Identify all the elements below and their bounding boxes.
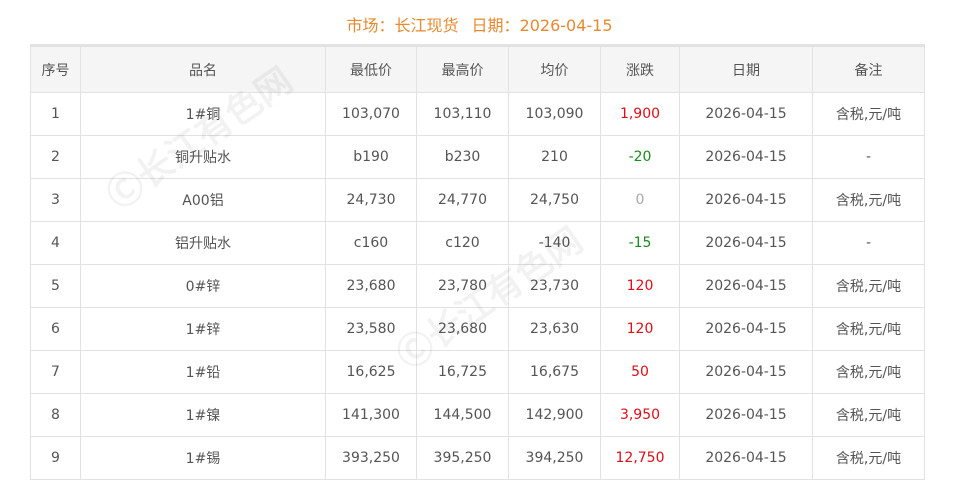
note-cell: 含税,元/吨: [812, 350, 925, 394]
note-cell: 含税,元/吨: [812, 264, 925, 308]
row-index-cell: 1: [30, 92, 81, 136]
note-cell: 含税,元/吨: [812, 393, 925, 437]
avg-price-cell: 23,630: [508, 307, 601, 351]
row-index-cell: 9: [30, 436, 81, 480]
market-label: 市场：长江现货: [346, 16, 459, 35]
table-row: 6 1#锌 23,580 23,680 23,630 120 2026-04-15 含税,元/…: [30, 307, 925, 351]
product-name-cell: 铜升贴水: [80, 135, 326, 179]
row-index-cell: 7: [30, 350, 81, 394]
low-price-cell: c160: [325, 221, 417, 265]
high-price-cell: 144,500: [416, 393, 509, 437]
product-name-cell: 1#铜: [80, 92, 326, 136]
page-title: 市场：长江现货 日期：2026-04-15: [0, 12, 959, 36]
change-cell: 120: [600, 264, 680, 308]
date-cell: 2026-04-15: [679, 92, 813, 136]
column-header: 日期: [679, 45, 813, 93]
note-cell: 含税,元/吨: [812, 178, 925, 222]
change-cell: 120: [600, 307, 680, 351]
table-row: 3 A00铝 24,730 24,770 24,750 0 2026-04-15 含税,元/吨: [30, 178, 925, 222]
low-price-cell: 16,625: [325, 350, 417, 394]
high-price-cell: 23,780: [416, 264, 509, 308]
table-row: 5 0#锌 23,680 23,780 23,730 120 2026-04-15 含税,元/…: [30, 264, 925, 308]
low-price-cell: b190: [325, 135, 417, 179]
product-name-cell: 1#镍: [80, 393, 326, 437]
avg-price-cell: 142,900: [508, 393, 601, 437]
column-header: 涨跌: [600, 45, 680, 93]
date-cell: 2026-04-15: [679, 393, 813, 437]
note-cell: 含税,元/吨: [812, 307, 925, 351]
date-label: 日期：2026-04-15: [471, 16, 613, 35]
note-cell: 含税,元/吨: [812, 436, 925, 480]
high-price-cell: 23,680: [416, 307, 509, 351]
note-cell: 含税,元/吨: [812, 92, 925, 136]
note-cell: -: [812, 221, 925, 265]
column-header: 序号: [30, 45, 81, 93]
avg-price-cell: 394,250: [508, 436, 601, 480]
change-cell: 0: [600, 178, 680, 222]
high-price-cell: b230: [416, 135, 509, 179]
table-row: 7 1#铅 16,625 16,725 16,675 50 2026-04-15 含税,元/吨: [30, 350, 925, 394]
high-price-cell: 24,770: [416, 178, 509, 222]
change-cell: 12,750: [600, 436, 680, 480]
column-header: 最高价: [416, 45, 509, 93]
row-index-cell: 6: [30, 307, 81, 351]
date-cell: 2026-04-15: [679, 264, 813, 308]
high-price-cell: 103,110: [416, 92, 509, 136]
date-cell: 2026-04-15: [679, 135, 813, 179]
product-name-cell: 铝升贴水: [80, 221, 326, 265]
table-row: 1 1#铜 103,070 103,110 103,090 1,900 2026-04-15…: [30, 92, 925, 136]
avg-price-cell: 23,730: [508, 264, 601, 308]
low-price-cell: 393,250: [325, 436, 417, 480]
change-cell: 3,950: [600, 393, 680, 437]
high-price-cell: c120: [416, 221, 509, 265]
table-row: 8 1#镍 141,300 144,500 142,900 3,950 2026-04-15…: [30, 393, 925, 437]
column-header: 最低价: [325, 45, 417, 93]
date-cell: 2026-04-15: [679, 307, 813, 351]
low-price-cell: 24,730: [325, 178, 417, 222]
avg-price-cell: -140: [508, 221, 601, 265]
column-header: 备注: [812, 45, 925, 93]
change-cell: -20: [600, 135, 680, 179]
change-cell: 50: [600, 350, 680, 394]
price-table: 序号 品名 最低价 最高价 均价 涨跌 日期 备注 1 1#铜 103,070 103,110 103…: [30, 44, 925, 480]
change-cell: 1,900: [600, 92, 680, 136]
product-name-cell: 1#锌: [80, 307, 326, 351]
avg-price-cell: 210: [508, 135, 601, 179]
change-cell: -15: [600, 221, 680, 265]
product-name-cell: 1#锡: [80, 436, 326, 480]
product-name-cell: 1#铅: [80, 350, 326, 394]
avg-price-cell: 103,090: [508, 92, 601, 136]
date-cell: 2026-04-15: [679, 350, 813, 394]
high-price-cell: 16,725: [416, 350, 509, 394]
low-price-cell: 23,680: [325, 264, 417, 308]
low-price-cell: 141,300: [325, 393, 417, 437]
note-cell: -: [812, 135, 925, 179]
column-header: 均价: [508, 45, 601, 93]
high-price-cell: 395,250: [416, 436, 509, 480]
table-row: 2 铜升贴水 b190 b230 210 -20 2026-04-15-: [30, 135, 925, 179]
avg-price-cell: 16,675: [508, 350, 601, 394]
table-row: 4 铝升贴水 c160 c120 -140 -15 2026-04-15-: [30, 221, 925, 265]
product-name-cell: 0#锌: [80, 264, 326, 308]
date-cell: 2026-04-15: [679, 221, 813, 265]
column-header: 品名: [80, 45, 326, 93]
row-index-cell: 2: [30, 135, 81, 179]
table-row: 9 1#锡 393,250 395,250 394,250 12,750 2026-04-1…: [30, 436, 925, 480]
low-price-cell: 103,070: [325, 92, 417, 136]
row-index-cell: 3: [30, 178, 81, 222]
product-name-cell: A00铝: [80, 178, 326, 222]
table-header: 序号 品名 最低价 最高价 均价 涨跌 日期 备注: [30, 45, 925, 93]
date-cell: 2026-04-15: [679, 436, 813, 480]
row-index-cell: 8: [30, 393, 81, 437]
date-cell: 2026-04-15: [679, 178, 813, 222]
row-index-cell: 5: [30, 264, 81, 308]
row-index-cell: 4: [30, 221, 81, 265]
low-price-cell: 23,580: [325, 307, 417, 351]
avg-price-cell: 24,750: [508, 178, 601, 222]
